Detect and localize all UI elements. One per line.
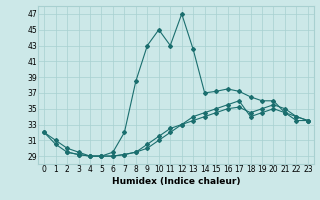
X-axis label: Humidex (Indice chaleur): Humidex (Indice chaleur)	[112, 177, 240, 186]
